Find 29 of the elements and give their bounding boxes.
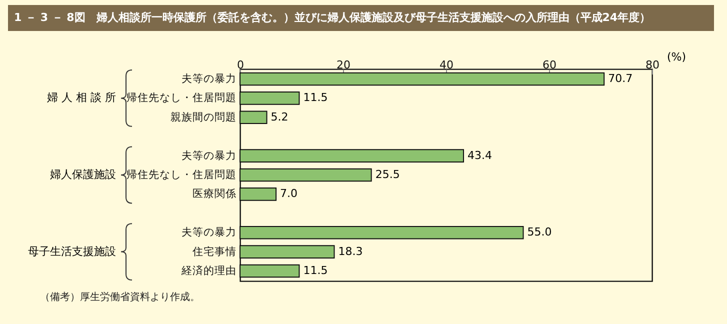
y-tick-label: 住宅事情: [192, 244, 236, 258]
y-tick-label: 親族間の問題: [170, 110, 236, 124]
y-tick-label: 経済的理由: [180, 264, 236, 278]
y-tick-label: 医療関係: [192, 187, 236, 200]
y-tick-label: 夫等の暴力: [182, 72, 236, 85]
x-tick-label: 40: [440, 58, 454, 72]
x-axis-title: (%): [666, 50, 686, 64]
y-tick-label: 夫等の暴力: [182, 148, 236, 162]
data-label: 18.3: [338, 244, 363, 258]
chart-title: 1 － 3 － 8図 婦人相談所一時保護所（委託を含む。）並びに婦人保護施設及び母子生活支援施設への入所理由（平成24年度）: [8, 5, 714, 31]
y-tick-label: 帰住先なし・住居問題: [126, 168, 236, 181]
text: 婦 人 相 談 所: [47, 91, 116, 104]
x-tick-label: 0: [237, 58, 244, 72]
data-label: 5.2: [270, 110, 288, 124]
x-tick-label: 60: [542, 58, 556, 72]
x-tick-label: 20: [336, 58, 350, 72]
x-tick-label: 80: [646, 58, 660, 72]
text: 婦人保護施設: [50, 168, 116, 181]
text: （備考）厚生労働省資料より作成。: [40, 290, 200, 304]
data-label: 25.5: [375, 168, 400, 181]
data-label: 55.0: [527, 226, 552, 239]
data-label: 43.4: [468, 148, 492, 162]
y-tick-label: 帰住先なし・住居問題: [126, 91, 236, 104]
data-label: 11.5: [303, 91, 328, 104]
data-label: 11.5: [303, 264, 328, 278]
data-label: 7.0: [280, 187, 298, 200]
y-tick-label: 夫等の暴力: [182, 226, 236, 239]
text: 母子生活支援施設: [28, 244, 116, 258]
data-label: 70.7: [608, 72, 633, 85]
